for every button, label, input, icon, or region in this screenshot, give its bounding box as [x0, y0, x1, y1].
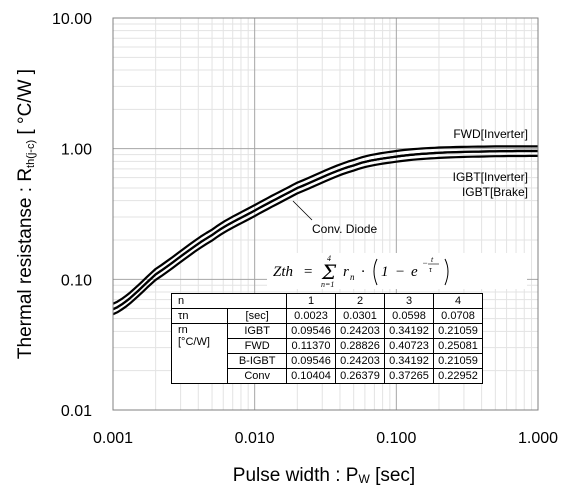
y-tick-label: 0.01: [61, 403, 92, 420]
y-axis-title: Thermal resistanse : Rth(j-c) [ °C/W ]: [15, 69, 37, 359]
svg-text:=: =: [303, 264, 313, 280]
svg-text:−: −: [422, 258, 428, 268]
table-cell: 0.24203: [335, 323, 385, 339]
table-cell: FWD: [227, 338, 287, 354]
x-tick-label: 0.100: [376, 430, 416, 447]
table-cell: B-IGBT: [227, 353, 287, 369]
table-cell: 0.37265: [384, 368, 434, 384]
table-cell: 0.26379: [335, 368, 385, 384]
table-cell: 0.0598: [384, 308, 434, 324]
table-cell: 2: [335, 293, 385, 309]
series-line-1: [112, 145, 538, 305]
svg-text:4: 4: [327, 254, 331, 263]
table-cell: 0.09546: [286, 323, 336, 339]
table-cell: 0.0301: [335, 308, 385, 324]
label-igbt-brake: IGBT[Brake]: [462, 185, 528, 199]
table-row: rn [°C/W] IGBT 0.09546 0.24203 0.34192 0…: [170, 323, 483, 384]
table-cell: 1: [286, 293, 336, 309]
table-cell: [sec]: [227, 308, 287, 324]
tick-labels: 0.001 0.010 0.100 1.000 0.01 0.10 1.00 10.00: [52, 11, 558, 447]
svg-text:n: n: [350, 272, 355, 282]
table-cell: IGBT: [227, 323, 287, 339]
r-unit: [°C/W]: [178, 336, 210, 348]
svg-text:e: e: [411, 264, 418, 280]
table-cell: 0.09546: [286, 353, 336, 369]
label-igbt-inverter: IGBT[Inverter]: [453, 170, 528, 184]
svg-text:Σ: Σ: [321, 260, 337, 284]
table-cell: 0.10404: [286, 368, 336, 384]
table-cell: Conv: [227, 368, 287, 384]
x-tick-label: 0.001: [93, 430, 133, 447]
table-cell: 3: [384, 293, 434, 309]
table-row: FWD 0.11370 0.28826 0.40723 0.25081: [172, 338, 483, 354]
series-line-4: [112, 154, 538, 316]
table-cell: n: [171, 293, 287, 309]
table-cell: 0.0023: [286, 308, 336, 324]
x-axis-title: Pulse width : PW [sec]: [233, 465, 415, 486]
label-conv-diode: Conv. Diode: [312, 222, 377, 236]
table-cell: τn: [170, 308, 229, 324]
table-cell: 0.28826: [335, 338, 385, 354]
table-cell: rn [°C/W]: [170, 323, 229, 384]
zth-formula: Zth = Σ 4 n=1 r n · 1 − e − t τ: [267, 253, 527, 289]
time-constant-table: n 1 2 3 4 τn [sec] 0.0023 0.0301 0.0598 …: [170, 293, 483, 384]
table-cell: 0.40723: [384, 338, 434, 354]
r-label: rn: [178, 324, 188, 336]
svg-text:1: 1: [381, 264, 389, 280]
label-fwd-inverter: FWD[Inverter]: [453, 127, 528, 141]
svg-text:−: −: [395, 264, 405, 280]
y-tick-label: 1.00: [61, 142, 92, 159]
svg-text:τ: τ: [429, 265, 433, 274]
series-line-3: [112, 149, 538, 311]
table-cell: 0.11370: [286, 338, 336, 354]
svg-text:t: t: [431, 255, 434, 264]
series-group: [112, 145, 538, 316]
y-tick-label: 0.10: [61, 272, 92, 289]
x-tick-label: 1.000: [518, 430, 558, 447]
svg-text:Zth: Zth: [273, 264, 293, 280]
table-cell: 0.0708: [433, 308, 483, 324]
table-cell: 0.25081: [433, 338, 483, 354]
plot-frame: [112, 17, 539, 411]
table-cell: 0.22952: [433, 368, 483, 384]
table-cell: 0.21059: [433, 353, 483, 369]
svg-text:r: r: [343, 264, 349, 280]
y-tick-label: 10.00: [52, 11, 92, 28]
table-row: τn [sec] 0.0023 0.0301 0.0598 0.0708: [170, 308, 483, 324]
table-cell: 0.34192: [384, 323, 434, 339]
conv-diode-leader-line: [292, 200, 313, 221]
svg-text:·: ·: [361, 264, 365, 280]
table-cell: 4: [433, 293, 483, 309]
table-header-row: n 1 2 3 4: [171, 293, 483, 309]
svg-text:n=1: n=1: [321, 280, 334, 289]
table-cell: 0.34192: [384, 353, 434, 369]
table-cell: 0.24203: [335, 353, 385, 369]
table-cell: 0.21059: [433, 323, 483, 339]
x-tick-label: 0.010: [235, 430, 275, 447]
table-row: Conv 0.10404 0.26379 0.37265 0.22952: [172, 368, 483, 384]
